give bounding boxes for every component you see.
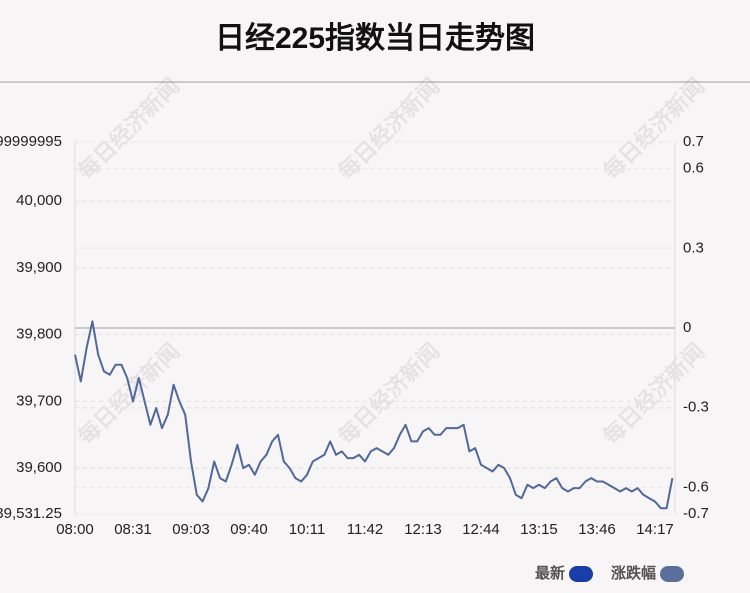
x-tick-label: 09:03 [172,521,210,538]
y2-tick-label: 0.3 [683,239,704,256]
y2-tick-label: -0.7 [683,505,709,522]
y2-tick-label: 0.7 [683,133,704,150]
price-line [74,320,674,510]
y-tick-label: 39,700 [16,392,62,409]
x-tick-label: 14:17 [636,521,674,538]
y2-tick-label: -0.3 [683,399,709,416]
y2-tick-label: 0.6 [683,160,704,177]
y2-tick-label: -0.6 [683,478,709,495]
x-tick-label: 12:13 [404,521,442,538]
legend-label: 涨跌幅 [611,564,656,582]
y-tick-label: 39,531.25 [0,505,62,522]
legend-swatch [569,566,593,582]
x-tick-label: 08:31 [114,521,152,538]
chart-title: 日经225指数当日走势图 [215,21,535,55]
x-tick-label: 13:46 [578,521,616,538]
x-tick-label: 10:11 [289,521,325,538]
legend-swatch [660,566,684,582]
y-tick-label: 39,800 [16,326,62,343]
y-tick-label: 39,900 [16,259,62,276]
y2-tick-label: 0 [683,319,691,336]
x-tick-label: 12:44 [462,521,500,538]
y-tick-label: 40,088.7499999995 [0,133,62,150]
x-tick-label: 08:00 [56,521,94,538]
x-tick-label: 13:15 [520,521,558,538]
x-tick-label: 09:40 [230,521,268,538]
legend-label: 最新 [535,564,565,582]
x-tick-label: 11:42 [347,521,383,538]
y-tick-label: 39,600 [16,459,62,476]
y-tick-label: 40,000 [16,192,62,209]
